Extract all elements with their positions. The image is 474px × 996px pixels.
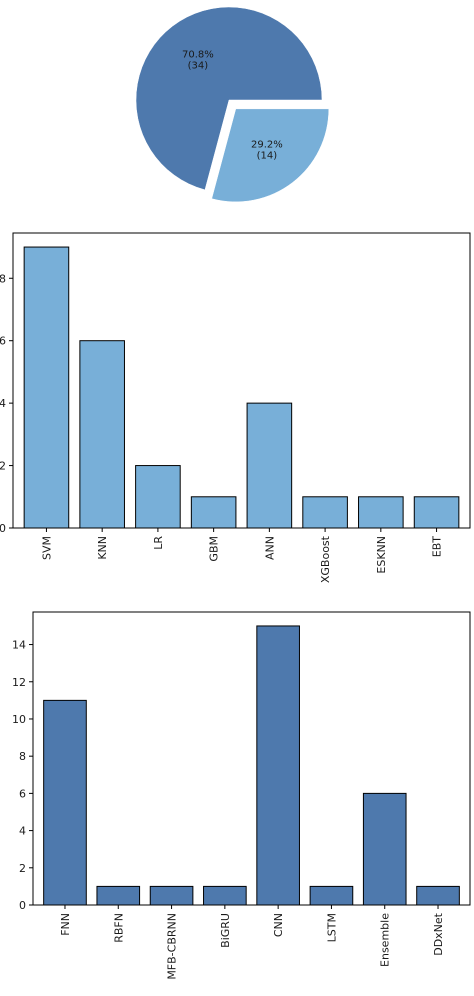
dl-bar-cnn	[256, 625, 300, 906]
bar-chart-dl-models: 0 2 4 6 8 10 12 14 FNN RBFN MFB-CBRNN BiGRU CNN LSTM E…	[12, 611, 471, 980]
dl-bar-rbfn	[96, 885, 141, 906]
ml-ytick-label: 8	[0, 272, 6, 285]
ml-ytick-label: 2	[0, 460, 6, 473]
pie-percent-label-0: 70.8%	[182, 49, 214, 60]
dl-xtick-label: MFB-CBRNN	[166, 913, 179, 980]
ml-bar-xgboost	[302, 496, 348, 529]
dl-ytick-label: 8	[19, 750, 26, 763]
ml-bar-esknn	[358, 496, 404, 529]
ml-xtick-label: KNN	[96, 536, 109, 560]
pie-count-label-0: (34)	[188, 60, 209, 71]
dl-xtick-label: Ensemble	[379, 913, 392, 967]
dl-bar-bigru	[203, 885, 247, 906]
bar-chart-ml-models: 0 2 4 6 8 SVM KNN LR GBM ANN XGBoost ESKNN EBT	[0, 232, 471, 583]
dl-xtick-label: BiGRU	[219, 913, 232, 948]
ml-ytick-label: 0	[0, 522, 6, 535]
pie-slice-0	[135, 6, 323, 191]
ml-xtick-label: LR	[152, 536, 165, 550]
dl-ytick-label: 0	[19, 899, 26, 912]
dl-ytick-label: 10	[12, 713, 26, 726]
pie-count-label-1: (14)	[257, 150, 278, 161]
dl-ytick-label: 2	[19, 862, 26, 875]
ml-ytick-label: 4	[0, 397, 6, 410]
ml-bar-ebt	[413, 496, 460, 529]
ml-xtick-label: ANN	[263, 536, 276, 560]
dl-bar-ensemble	[362, 792, 407, 906]
ml-xtick-label: SVM	[40, 536, 53, 560]
ml-xtick-label: ESKNN	[375, 536, 388, 574]
ml-ytick-label: 6	[0, 335, 6, 348]
ml-bar-ann	[246, 402, 293, 529]
dl-xtick-label: CNN	[272, 913, 285, 937]
dl-ytick-label: 12	[12, 676, 26, 689]
ml-bar-svm	[23, 246, 70, 529]
ml-xtick-label: EBT	[431, 536, 444, 557]
dl-xtick-label: DDxNet	[432, 912, 445, 955]
dl-ytick-label: 14	[12, 639, 26, 652]
dl-ytick-label: 6	[19, 787, 26, 800]
dl-bar-fnn	[43, 699, 87, 906]
dl-bar-lstm	[309, 885, 354, 906]
ml-xtick-label: GBM	[208, 536, 221, 562]
pie-percent-label-1: 29.2%	[251, 139, 283, 150]
ml-axes-frame	[12, 232, 471, 529]
dl-bar-ddxnet	[416, 885, 460, 906]
dl-xtick-label: LSTM	[325, 913, 338, 942]
dl-xtick-label: RBFN	[112, 913, 125, 943]
pie-slice-1	[211, 108, 330, 203]
ml-xtick-label: XGBoost	[319, 535, 332, 583]
dl-bar-mfb-cbrnn	[149, 885, 194, 906]
dl-axes-frame	[32, 611, 471, 906]
dl-ytick-label: 4	[19, 825, 26, 838]
ml-bar-knn	[79, 340, 125, 529]
pie-chart: 70.8%(34) 29.2%(14)	[135, 6, 330, 203]
ml-bar-lr	[135, 465, 181, 529]
ml-bar-gbm	[190, 496, 237, 529]
dl-xtick-label: FNN	[59, 913, 72, 936]
